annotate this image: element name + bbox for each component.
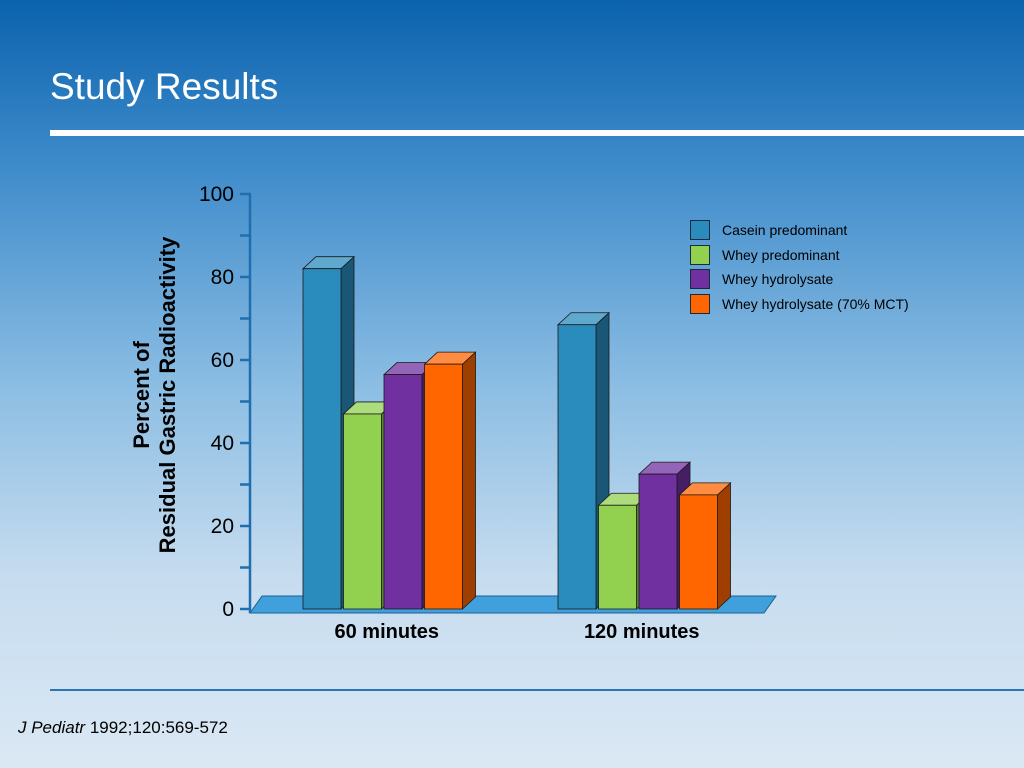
bar — [424, 363, 463, 610]
chart-legend: Casein predominant Whey predominant Whey… — [690, 218, 909, 316]
legend-item: Casein predominant — [690, 218, 909, 243]
legend-item: Whey hydrolysate (70% MCT) — [690, 292, 909, 317]
y-tick-label: 40 — [211, 432, 234, 455]
bar — [343, 413, 382, 610]
citation: J Pediatr 1992;120:569-572 — [18, 718, 228, 738]
y-tick-label: 80 — [211, 266, 234, 289]
legend-item: Whey hydrolysate — [690, 267, 909, 292]
y-tick-label: 20 — [211, 515, 234, 538]
y-tick-label: 60 — [211, 349, 234, 372]
y-tick-label: 0 — [222, 598, 234, 621]
bar — [598, 504, 637, 610]
citation-reference: 1992;120:569-572 — [85, 718, 228, 737]
bar-side — [462, 351, 476, 610]
y-tick-label: 100 — [199, 183, 234, 206]
x-category-label: 60 minutes — [335, 621, 439, 643]
bar — [302, 268, 342, 610]
slide-title: Study Results — [50, 66, 279, 107]
legend-label: Casein predominant — [722, 222, 848, 239]
legend-swatch-whey-hydrolysate-mct — [690, 293, 710, 314]
bar — [638, 473, 678, 610]
bar — [557, 324, 597, 610]
legend-label: Whey predominant — [722, 246, 840, 263]
bar — [383, 374, 423, 610]
legend-item: Whey predominant — [690, 243, 909, 268]
title-divider — [50, 130, 1024, 136]
legend-label: Whey hydrolysate (70% MCT) — [722, 295, 909, 312]
legend-swatch-whey-hydrolysate — [690, 269, 710, 290]
legend-swatch-whey — [690, 244, 710, 265]
footer-divider — [50, 689, 1024, 691]
legend-swatch-casein — [690, 220, 710, 241]
bar — [679, 494, 718, 610]
bar-side — [717, 481, 731, 610]
citation-journal: J Pediatr — [18, 718, 86, 737]
x-category-label: 120 minutes — [584, 621, 700, 643]
legend-label: Whey hydrolysate — [722, 271, 834, 288]
